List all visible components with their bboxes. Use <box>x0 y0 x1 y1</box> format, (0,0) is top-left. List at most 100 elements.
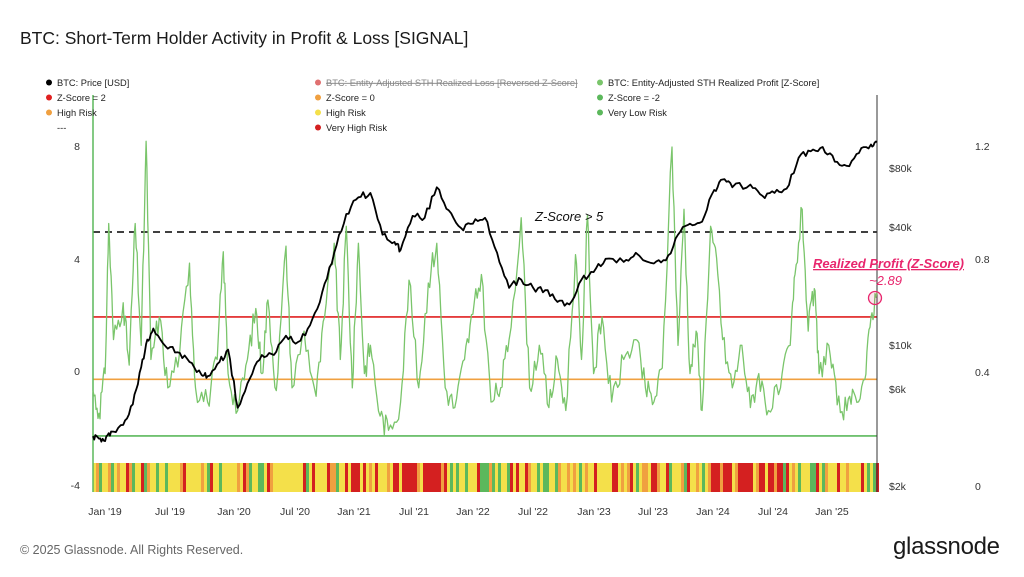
risk-strip-cell <box>246 463 249 492</box>
risk-strip-cell <box>636 463 639 492</box>
risk-strip-cell <box>504 463 507 492</box>
risk-strip-cell <box>390 463 393 492</box>
risk-strip-cell <box>174 463 177 492</box>
risk-strip-cell <box>300 463 303 492</box>
risk-strip-cell <box>345 463 348 492</box>
risk-strip-cell <box>264 463 267 492</box>
risk-strip-cell <box>213 463 216 492</box>
risk-strip-cell <box>531 463 534 492</box>
risk-strip-cell <box>204 463 207 492</box>
risk-strip-cell <box>198 463 201 492</box>
y-price-tick-label: $80k <box>889 163 913 175</box>
x-tick-label: Jul '21 <box>399 506 429 518</box>
risk-strip-cell <box>429 463 432 492</box>
risk-strip-cell <box>249 463 252 492</box>
risk-strip-cell <box>279 463 282 492</box>
risk-strip-cell <box>99 463 102 492</box>
risk-strip-cell <box>762 463 765 492</box>
risk-strip-cell <box>648 463 651 492</box>
y-price-tick-label: $10k <box>889 340 913 352</box>
risk-strip-cell <box>357 463 360 492</box>
y-right-tick-label: 0.8 <box>975 254 990 266</box>
risk-strip-cell <box>606 463 609 492</box>
risk-strip-cell <box>132 463 135 492</box>
risk-strip-cell <box>447 463 450 492</box>
risk-strip-cell <box>438 463 441 492</box>
profit-zscore-layer <box>92 140 878 436</box>
risk-strip-cell <box>678 463 681 492</box>
risk-strip-cell <box>141 463 144 492</box>
risk-strip-cell <box>822 463 825 492</box>
risk-strip-cell <box>570 463 573 492</box>
risk-strip-cell <box>435 463 438 492</box>
risk-strip-cell <box>633 463 636 492</box>
risk-strip-cell <box>534 463 537 492</box>
risk-strip-cell <box>348 463 351 492</box>
legend-swatch <box>315 124 321 131</box>
risk-strip-cell <box>627 463 630 492</box>
x-tick-label: Jan '25 <box>815 506 849 518</box>
legend-label: Z-Score = 0 <box>326 93 375 103</box>
risk-strip-cell <box>549 463 552 492</box>
risk-strip-cell <box>846 463 849 492</box>
y-left-tick-label: 4 <box>74 254 80 266</box>
risk-strip-cell <box>318 463 321 492</box>
risk-strip-cell <box>336 463 339 492</box>
legend-item: --- <box>57 123 66 133</box>
risk-strip-cell <box>507 463 510 492</box>
risk-strip-cell <box>477 463 480 492</box>
risk-strip-cell <box>432 463 435 492</box>
legend-label: Very High Risk <box>326 123 387 133</box>
risk-strip-cell <box>699 463 702 492</box>
risk-strip-cell <box>873 463 876 492</box>
legend-item: Very Low Risk <box>597 108 667 118</box>
risk-strip-cell <box>552 463 555 492</box>
risk-strip-cell <box>93 463 96 492</box>
risk-strip-cell <box>681 463 684 492</box>
risk-strip-cell <box>489 463 492 492</box>
risk-strip-cell <box>771 463 774 492</box>
risk-strip-cell <box>354 463 357 492</box>
risk-strip-cell <box>603 463 606 492</box>
risk-strip-cell <box>693 463 696 492</box>
risk-strip-cell <box>462 463 465 492</box>
risk-strip-cell <box>564 463 567 492</box>
risk-strip-cell <box>321 463 324 492</box>
risk-strip-cell <box>747 463 750 492</box>
risk-strip-cell <box>258 463 261 492</box>
risk-strip-cell <box>276 463 279 492</box>
risk-strip-cell <box>591 463 594 492</box>
risk-strip-cell <box>669 463 672 492</box>
risk-strip-cell <box>231 463 234 492</box>
risk-strip-cell <box>468 463 471 492</box>
btc-price-line <box>92 140 878 443</box>
risk-strip-cell <box>819 463 822 492</box>
y-left-tick-label: 8 <box>74 141 80 153</box>
risk-strip-cell <box>537 463 540 492</box>
risk-strip-cell <box>303 463 306 492</box>
risk-strip-cell <box>837 463 840 492</box>
risk-strip-cell <box>195 463 198 492</box>
legend-label: --- <box>57 123 66 133</box>
risk-strip-cell <box>456 463 459 492</box>
x-tick-label: Jan '24 <box>696 506 730 518</box>
risk-strip-cell <box>474 463 477 492</box>
threshold-label: Z-Score > 5 <box>534 209 604 224</box>
risk-strip-cell <box>540 463 543 492</box>
risk-strip-cell <box>573 463 576 492</box>
legend-label: Z-Score = 2 <box>57 93 106 103</box>
risk-strip-cell <box>723 463 726 492</box>
y-left-tick-label: 0 <box>74 366 80 378</box>
risk-strip-cell <box>720 463 723 492</box>
risk-strip-cell <box>294 463 297 492</box>
risk-strip-cell <box>651 463 654 492</box>
risk-strip-cell <box>120 463 123 492</box>
x-tick-label: Jul '23 <box>638 506 668 518</box>
risk-strip-cell <box>852 463 855 492</box>
risk-strip-cell <box>519 463 522 492</box>
risk-strip-cell <box>726 463 729 492</box>
risk-strip-cell <box>867 463 870 492</box>
risk-strip-cell <box>687 463 690 492</box>
risk-strip-cell <box>405 463 408 492</box>
